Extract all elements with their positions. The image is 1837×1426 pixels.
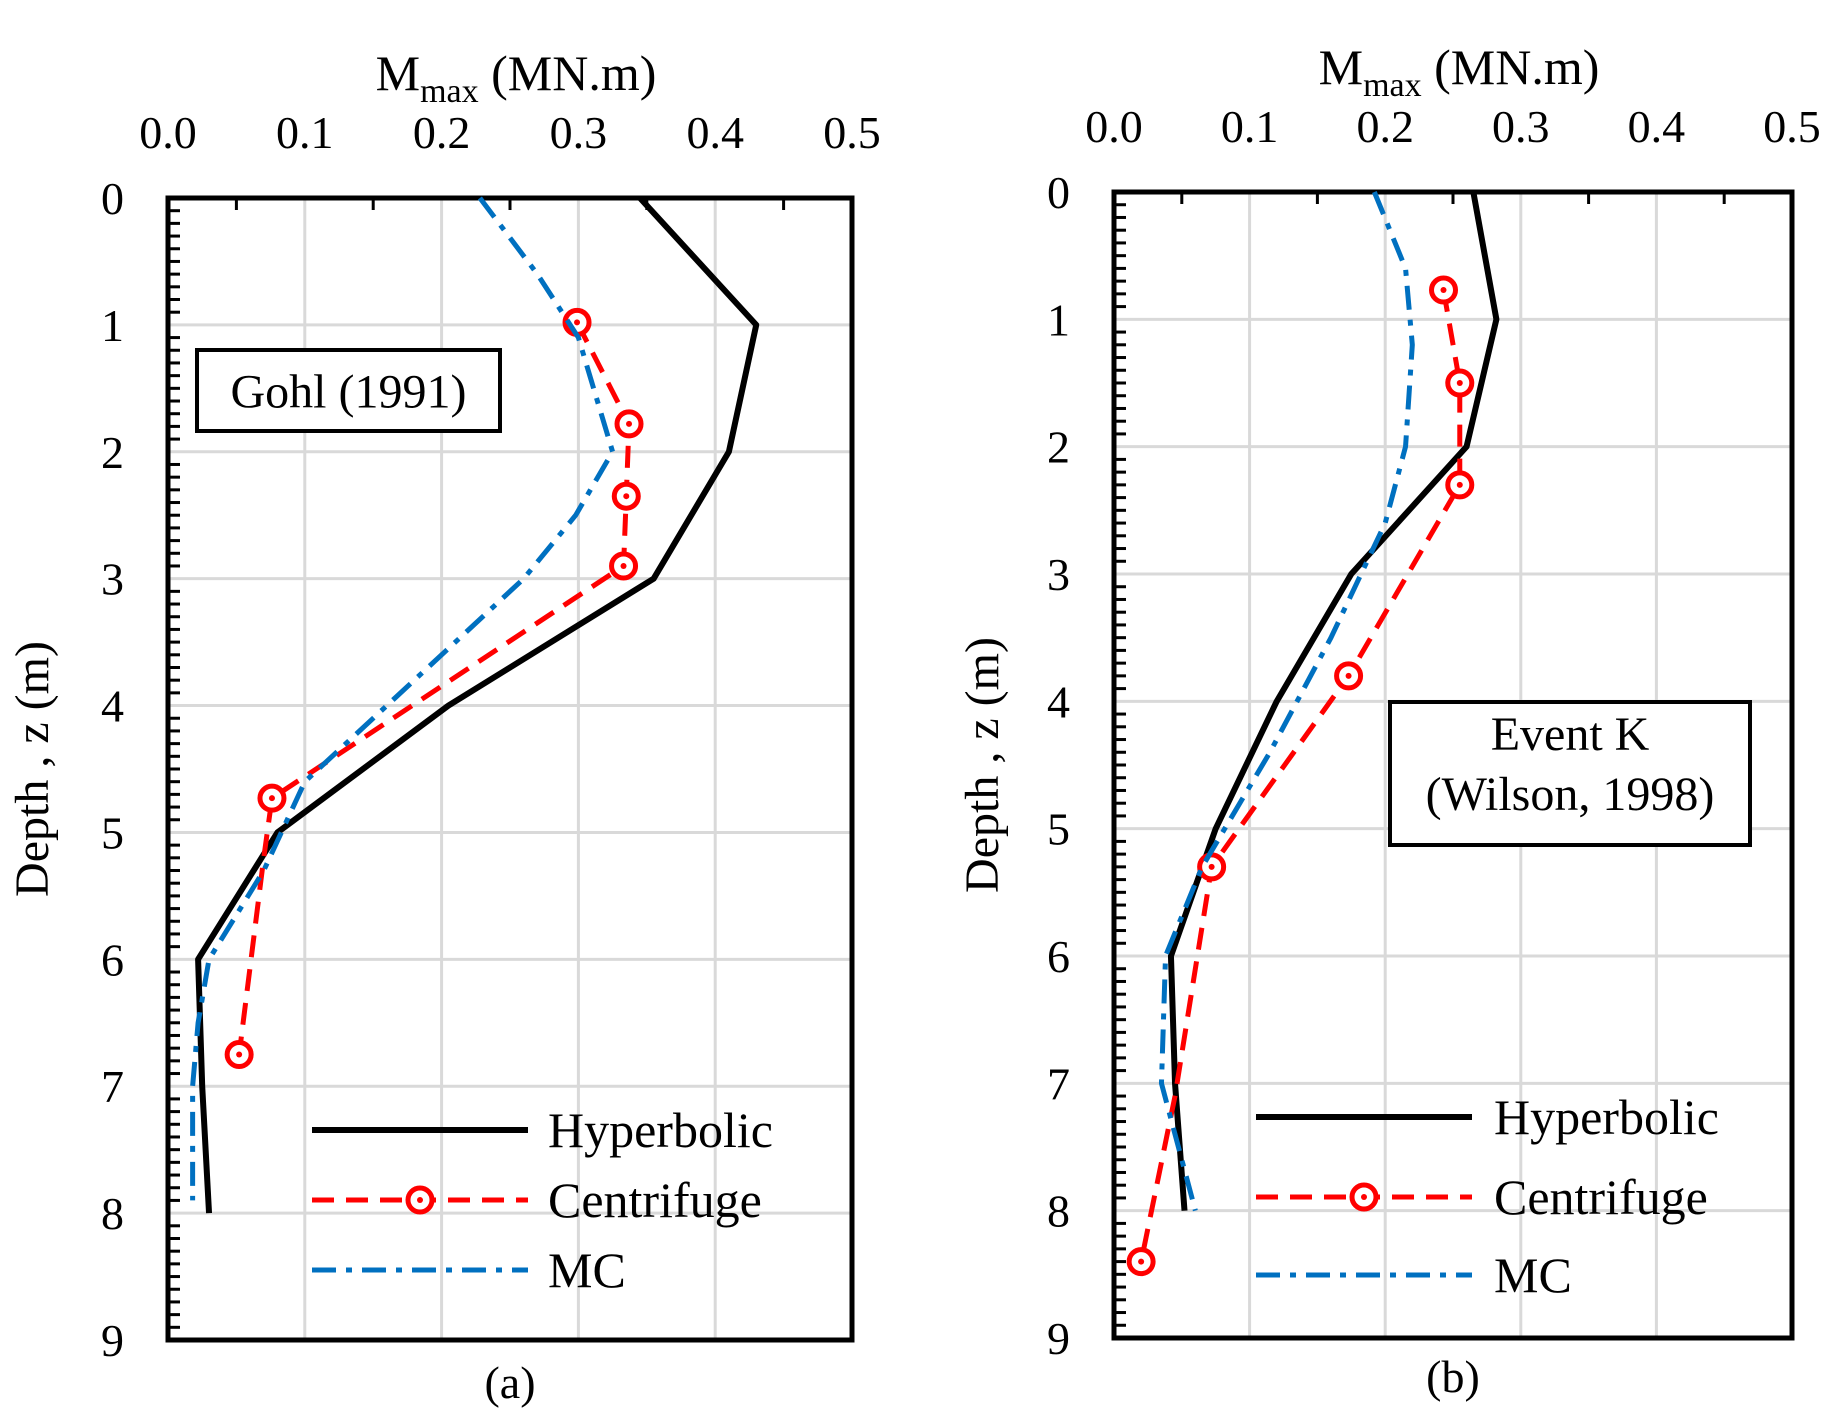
x-tick-label: 0.2 xyxy=(1356,101,1414,152)
x-axis-title: Mmax (MN.m) xyxy=(376,45,657,110)
x-tick-label: 0.3 xyxy=(1492,101,1550,152)
data-point-dot xyxy=(1138,1258,1145,1265)
chart-panel-b: 0.0 0.1 0.2 0.3 0.4 0.5 0 1 2 3 4 5 6 7 8 9 Mmax (MN.m) D… xyxy=(956,39,1821,1402)
data-point-dot xyxy=(1208,863,1215,870)
y-tick-label: 2 xyxy=(101,427,124,478)
y-axis-title: Depth , z (m) xyxy=(6,641,59,897)
x-axis-title: Mmax (MN.m) xyxy=(1319,39,1600,104)
data-point-dot xyxy=(620,562,627,569)
legend-label-hyperbolic: Hyperbolic xyxy=(548,1102,773,1158)
series-line-mc xyxy=(1158,191,1415,1212)
legend-label-centrifuge: Centrifuge xyxy=(548,1172,762,1228)
y-tick-label: 7 xyxy=(101,1061,124,1112)
data-point-dot xyxy=(1456,481,1463,488)
x-tick-label: 0.0 xyxy=(139,107,197,158)
y-tick-label: 7 xyxy=(1047,1058,1070,1109)
data-point-dot xyxy=(623,493,630,500)
legend-label-hyperbolic: Hyperbolic xyxy=(1494,1089,1719,1145)
y-tick-label: 4 xyxy=(1047,676,1070,727)
x-tick-label: 0.1 xyxy=(1221,101,1279,152)
y-tick-label: 8 xyxy=(101,1188,124,1239)
series-line-hyperbolic xyxy=(1167,191,1500,1211)
chart-panel-a: 0.0 0.1 0.2 0.3 0.4 0.5 0 1 2 3 4 5 6 7 8 9 Mmax (MN.m) D… xyxy=(6,45,881,1408)
data-point-dot xyxy=(1440,287,1447,294)
legend-label-mc: MC xyxy=(548,1242,626,1298)
annotation-box xyxy=(195,348,502,433)
data-point-dot xyxy=(1456,380,1463,386)
y-tick-label: 5 xyxy=(1047,804,1070,855)
data-point-dot xyxy=(1345,672,1352,679)
data-point-dot xyxy=(574,319,581,326)
x-tick-label: 0.4 xyxy=(686,107,744,158)
x-tick-label: 0.5 xyxy=(1763,101,1821,152)
legend-marker-dot xyxy=(417,1197,423,1203)
annotation-text: (Wilson, 1998) xyxy=(1426,768,1715,821)
y-tick-label: 1 xyxy=(101,300,124,351)
y-tick-label: 1 xyxy=(1047,294,1070,345)
legend-label-mc: MC xyxy=(1494,1247,1572,1303)
x-tick-label: 0.0 xyxy=(1085,101,1143,152)
annotation-text: Gohl (1991) xyxy=(231,366,467,419)
y-tick-label: 0 xyxy=(101,173,124,224)
data-point-dot xyxy=(268,795,275,802)
y-tick-label: 4 xyxy=(101,681,124,732)
y-axis-title: Depth , z (m) xyxy=(956,637,1009,893)
y-tick-label: 6 xyxy=(1047,931,1070,982)
legend-marker-dot xyxy=(1361,1194,1367,1200)
panel-label: (a) xyxy=(484,1357,535,1408)
y-tick-label: 8 xyxy=(1047,1186,1070,1237)
x-tick-label: 0.5 xyxy=(823,107,881,158)
x-tick-label: 0.1 xyxy=(276,107,334,158)
series-line-centrifuge xyxy=(1138,289,1463,1263)
legend-label-centrifuge: Centrifuge xyxy=(1494,1169,1708,1225)
y-tick-label: 2 xyxy=(1047,422,1070,473)
y-tick-label: 3 xyxy=(101,554,124,605)
y-tick-label: 9 xyxy=(101,1315,124,1366)
data-point-dot xyxy=(236,1051,243,1058)
x-tick-label: 0.3 xyxy=(550,107,608,158)
y-tick-label: 0 xyxy=(1047,167,1070,218)
y-tick-label: 6 xyxy=(101,934,124,985)
annotation-box xyxy=(1388,700,1752,847)
annotation-text: Event K xyxy=(1491,708,1650,761)
y-tick-label: 9 xyxy=(1047,1313,1070,1364)
y-tick-label: 3 xyxy=(1047,549,1070,600)
series-line-hyperbolic xyxy=(195,195,760,1214)
x-tick-label: 0.2 xyxy=(413,107,471,158)
y-tick-label: 5 xyxy=(101,807,124,858)
x-tick-label: 0.4 xyxy=(1628,101,1686,152)
panel-label: (b) xyxy=(1426,1351,1480,1402)
data-point-dot xyxy=(626,420,633,427)
